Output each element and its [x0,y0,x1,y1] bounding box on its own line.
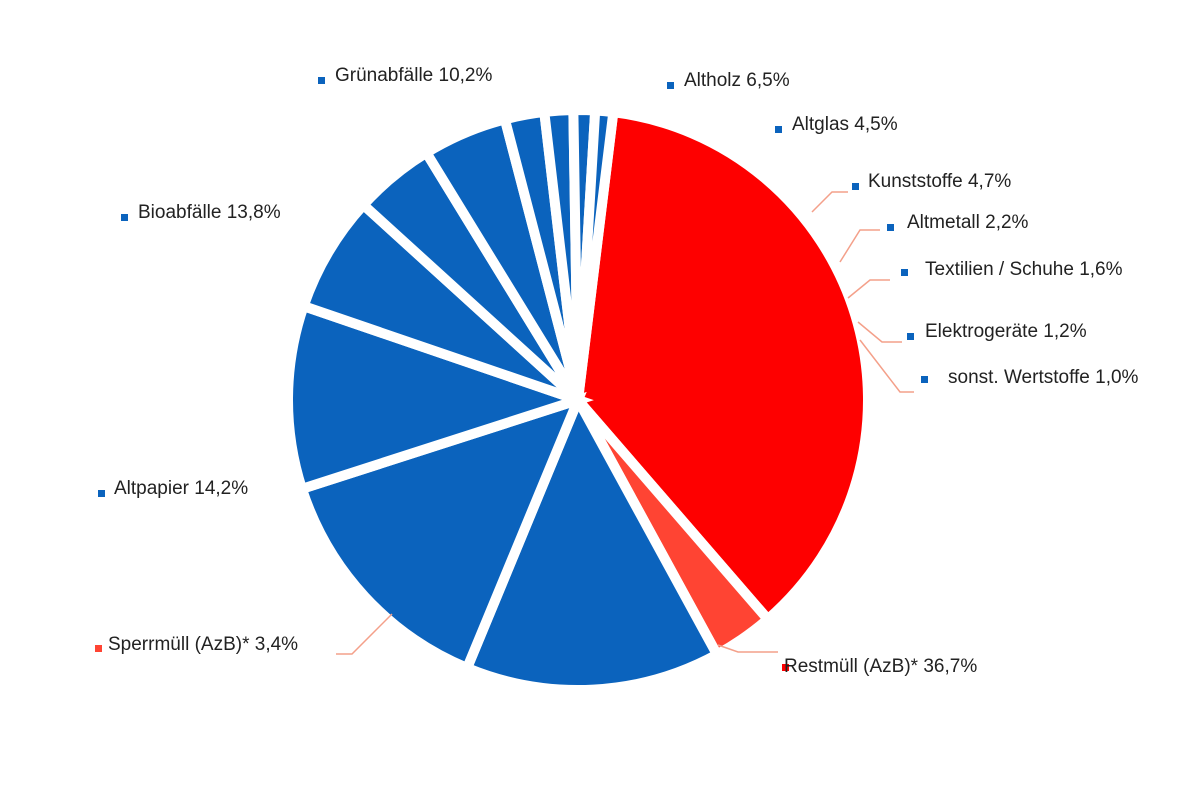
data-label: Restmüll (AzB)* 36,7% [784,656,977,677]
label-marker [667,82,674,89]
leader-line [847,279,890,299]
label-marker [782,664,789,671]
leader-line [857,321,902,343]
label-marker [318,77,325,84]
label-marker [121,214,128,221]
leader-line [336,613,393,655]
label-marker [887,224,894,231]
data-label: sonst. Wertstoffe 1,0% [948,367,1139,388]
label-marker [775,126,782,133]
label-marker [921,376,928,383]
data-label: Sperrmüll (AzB)* 3,4% [108,634,298,655]
pie-slice-altpapier [460,388,724,695]
pie-slice-grünabfälle [283,299,594,496]
data-label: Kunststoffe 4,7% [868,171,1011,192]
data-label: Textilien / Schuhe 1,6% [925,259,1123,280]
leader-line [811,191,848,213]
data-label: Altpapier 14,2% [114,478,248,499]
leader-lines [336,191,914,655]
label-marker [95,645,102,652]
leader-line [839,229,880,263]
label-marker [907,333,914,340]
data-label: Bioabfälle 13,8% [138,202,281,223]
data-label: Elektrogeräte 1,2% [925,321,1087,342]
data-label: Grünabfälle 10,2% [335,65,492,86]
leader-line [859,339,914,393]
data-label: Altmetall 2,2% [907,212,1029,233]
label-marker [852,183,859,190]
label-marker [901,269,908,276]
pie-slice-sonst-wertstoffe [573,105,619,401]
data-label: Altglas 4,5% [792,114,898,135]
data-labels: Restmüll (AzB)* 36,7% Sperrmüll (AzB)* 3,… [95,65,1139,677]
data-label: Altholz 6,5% [684,70,790,91]
pie-slices [283,104,873,695]
leader-line [717,644,778,653]
label-marker [98,490,105,497]
pie-slice-restmüll-azb [572,106,873,627]
